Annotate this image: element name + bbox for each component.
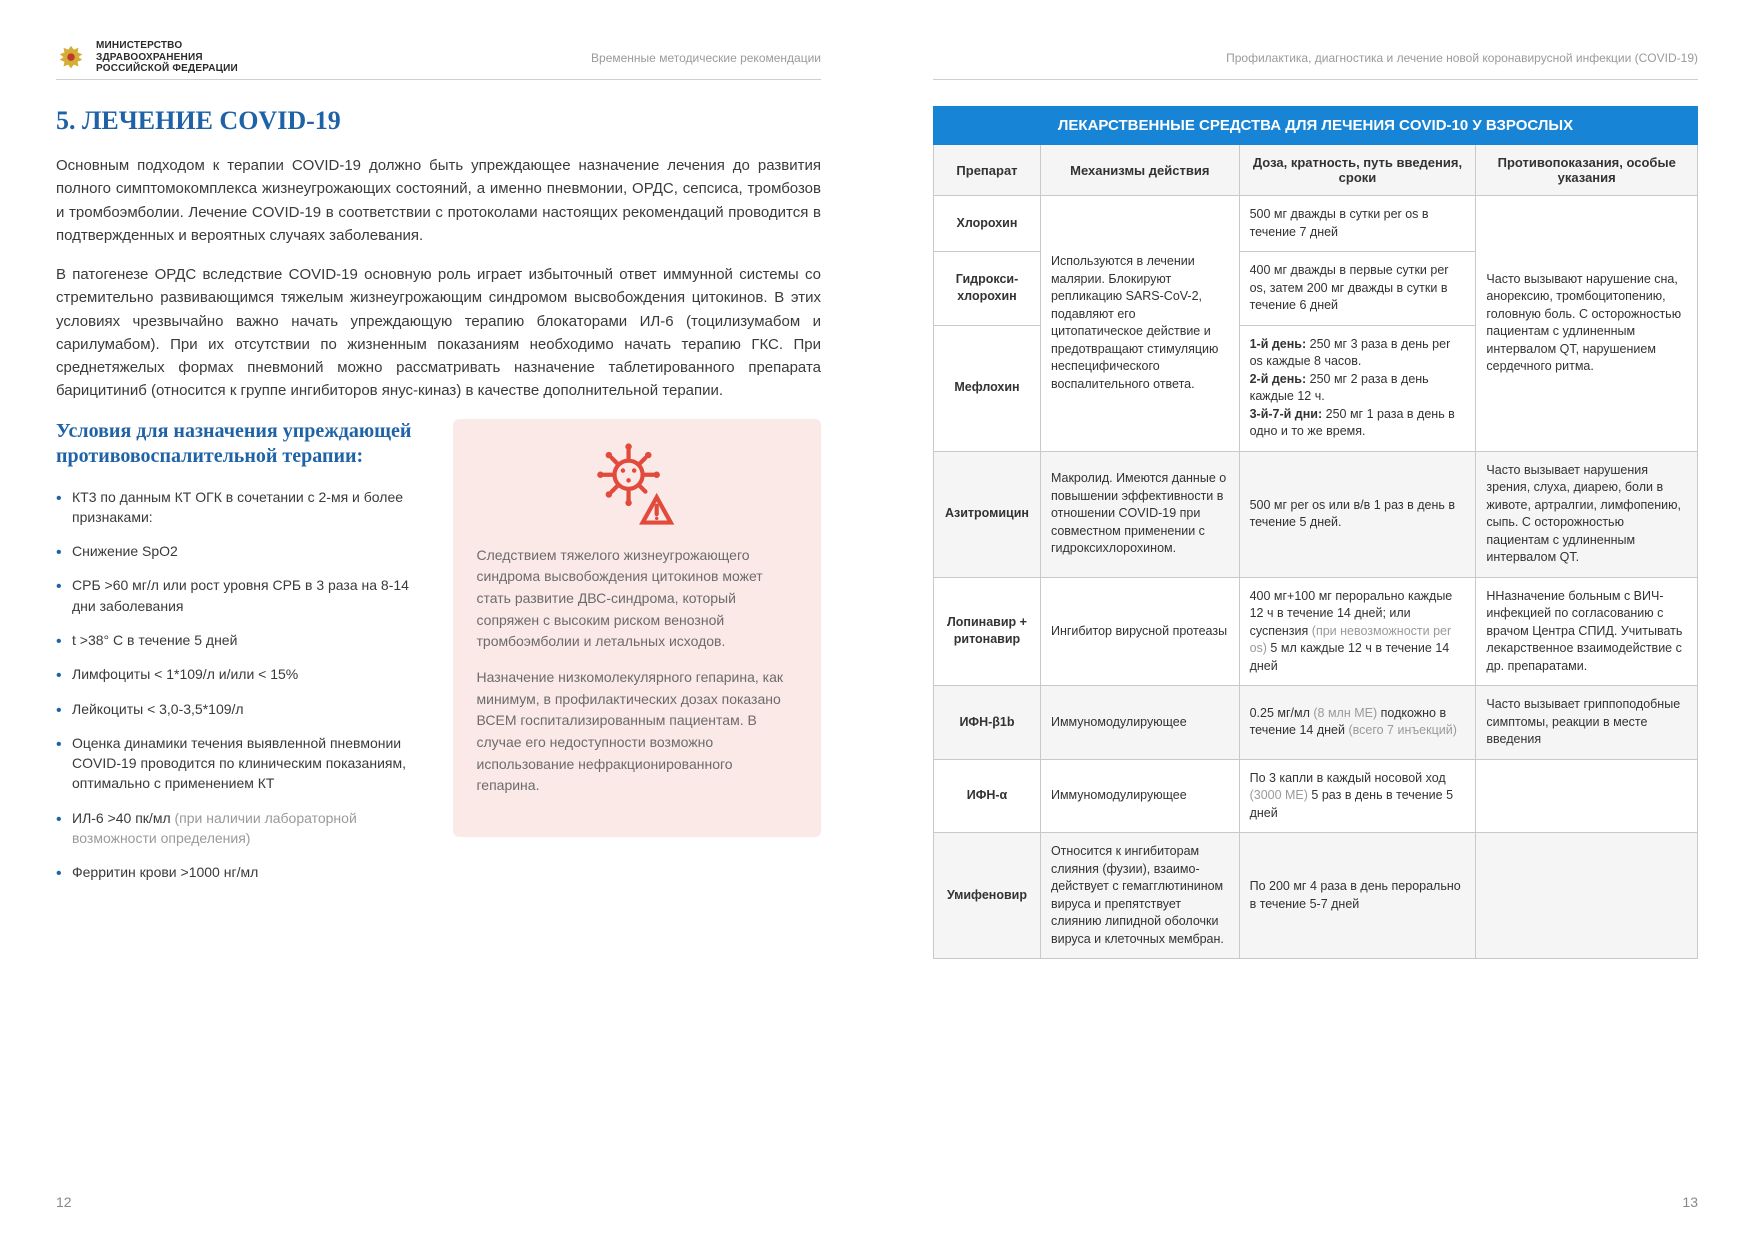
contra: Часто вызывает нарушения зрения, слуха, … bbox=[1476, 451, 1698, 577]
dose-label: 1-й день: bbox=[1250, 337, 1307, 351]
bullet: Ферритин крови >1000 нг/мл bbox=[56, 862, 425, 882]
conditions-title: Условия для назначения упреждающей проти… bbox=[56, 419, 425, 469]
header-caption-right: Профилактика, диагностика и лечение ново… bbox=[1226, 51, 1698, 65]
conditions-list: КТ3 по данным КТ ОГК в сочетании с 2-мя … bbox=[56, 487, 425, 883]
dose: По 200 мг 4 раза в день перорально в теч… bbox=[1239, 833, 1476, 959]
two-column-block: Условия для назначения упреждающей проти… bbox=[56, 419, 821, 897]
table-row: Азитромицин Макролид. Имеются данные о п… bbox=[934, 451, 1698, 577]
dose-label: 2-й день: bbox=[1250, 372, 1307, 386]
contra bbox=[1476, 833, 1698, 959]
dose-label: 3-й-7-й дни: bbox=[1250, 407, 1323, 421]
dose: 1-й день: 250 мг 3 раза в день per os ка… bbox=[1239, 325, 1476, 451]
col-header: Доза, кратность, путь введения, сроки bbox=[1239, 145, 1476, 196]
mechanism: Ингибитор вирусной протеазы bbox=[1040, 577, 1239, 686]
header-caption-left: Временные методические рекомендации bbox=[591, 51, 821, 65]
callout-column: Следствием тяжелого жизнеугрожающего син… bbox=[453, 419, 822, 897]
dose-text: 0.25 мг/мл bbox=[1250, 706, 1314, 720]
callout-box: Следствием тяжелого жизнеугрожающего син… bbox=[453, 419, 822, 838]
callout-p2: Назначение низкомолекулярного гепарина, … bbox=[477, 667, 798, 797]
header-left: МИНИСТЕРСТВО ЗДРАВООХРАНЕНИЯ РОССИЙСКОЙ … bbox=[56, 36, 821, 80]
table-title: ЛЕКАРСТВЕННЫЕ СРЕДСТВА ДЛЯ ЛЕЧЕНИЯ COVID… bbox=[934, 107, 1698, 145]
col-header: Механизмы действия bbox=[1040, 145, 1239, 196]
drug-name: Умифеновир bbox=[934, 833, 1041, 959]
bullet: t >38° С в течение 5 дней bbox=[56, 630, 425, 650]
dose: 500 мг per os или в/в 1 раз в день в теч… bbox=[1239, 451, 1476, 577]
page-left: МИНИСТЕРСТВО ЗДРАВООХРАНЕНИЯ РОССИЙСКОЙ … bbox=[0, 0, 877, 1240]
dose-muted: (3000 МЕ) bbox=[1250, 788, 1308, 802]
dose: По 3 капли в каждый носовой ход (3000 МЕ… bbox=[1239, 759, 1476, 833]
contra: Часто вызывают нарушение сна, анорексию,… bbox=[1476, 196, 1698, 452]
section-title: 5. ЛЕЧЕНИЕ COVID-19 bbox=[56, 106, 821, 136]
drug-name: ИФН-α bbox=[934, 759, 1041, 833]
drug-name: Гидрокси­хлорохин bbox=[934, 252, 1041, 326]
contra bbox=[1476, 759, 1698, 833]
mechanism: Иммуномодулирующее bbox=[1040, 686, 1239, 760]
mechanism: Иммуномодулирующее bbox=[1040, 759, 1239, 833]
mechanism: Макролид. Имеются данные о повышении эфф… bbox=[1040, 451, 1239, 577]
dose: 0.25 мг/мл (8 млн МЕ) подкожно в течение… bbox=[1239, 686, 1476, 760]
ministry-line2: ЗДРАВООХРАНЕНИЯ bbox=[96, 52, 238, 64]
drug-name: ИФН-β1b bbox=[934, 686, 1041, 760]
bullet: КТ3 по данным КТ ОГК в сочетании с 2-мя … bbox=[56, 487, 425, 528]
table-title-row: ЛЕКАРСТВЕННЫЕ СРЕДСТВА ДЛЯ ЛЕЧЕНИЯ COVID… bbox=[934, 107, 1698, 145]
dose-muted: (всего 7 инъекций) bbox=[1348, 723, 1456, 737]
page-number-left: 12 bbox=[56, 1194, 72, 1210]
table-header-row: Препарат Механизмы действия Доза, кратно… bbox=[934, 145, 1698, 196]
contra: ННазначение больным с ВИЧ-инфекцией по с… bbox=[1476, 577, 1698, 686]
dose: 400 мг дважды в первые сутки per os, зат… bbox=[1239, 252, 1476, 326]
page-right: Профилактика, диагностика и лечение ново… bbox=[877, 0, 1754, 1240]
bullet: Оценка динамики течения выявленной пневм… bbox=[56, 733, 425, 794]
para-1: Основным подходом к терапии COVID-19 дол… bbox=[56, 154, 821, 247]
col-header: Противопоказания, особые указания bbox=[1476, 145, 1698, 196]
ministry-name: МИНИСТЕРСТВО ЗДРАВООХРАНЕНИЯ РОССИЙСКОЙ … bbox=[96, 40, 238, 75]
bullet: СРБ >60 мг/л или рост уровня СРБ в 3 раз… bbox=[56, 575, 425, 616]
callout-p1: Следствием тяжелого жизнеугрожающего син… bbox=[477, 545, 798, 653]
table-row: Лопинавир + ритонавир Ингибитор вирусной… bbox=[934, 577, 1698, 686]
ministry-line3: РОССИЙСКОЙ ФЕДЕРАЦИИ bbox=[96, 63, 238, 75]
header-right: Профилактика, диагностика и лечение ново… bbox=[933, 36, 1698, 80]
page-number-right: 13 bbox=[1682, 1194, 1698, 1210]
bullet: Лейкоциты < 3,0-3,5*109/л bbox=[56, 699, 425, 719]
contra: Часто вызывает гриппо­подобные симптомы,… bbox=[1476, 686, 1698, 760]
bullet: Снижение SpO2 bbox=[56, 541, 425, 561]
drug-name: Лопинавир + ритонавир bbox=[934, 577, 1041, 686]
bullet: Лимфоциты < 1*109/л и/или < 15% bbox=[56, 664, 425, 684]
dose-text: По 3 капли в каждый носовой ход bbox=[1250, 771, 1446, 785]
conditions-column: Условия для назначения упреждающей проти… bbox=[56, 419, 425, 897]
drug-table: ЛЕКАРСТВЕННЫЕ СРЕДСТВА ДЛЯ ЛЕЧЕНИЯ COVID… bbox=[933, 106, 1698, 959]
ministry-line1: МИНИСТЕРСТВО bbox=[96, 40, 238, 52]
dose-text: 5 мл каждые 12 ч в течение 14 дней bbox=[1250, 641, 1450, 673]
table-row: ИФН-α Иммуномодулирующее По 3 капли в ка… bbox=[934, 759, 1698, 833]
col-header: Препарат bbox=[934, 145, 1041, 196]
emblem-icon bbox=[56, 43, 86, 73]
table-row: Хлорохин Используются в лечении малярии.… bbox=[934, 196, 1698, 252]
drug-name: Мефлохин bbox=[934, 325, 1041, 451]
table-row: Умифеновир Относится к ингибиторам слиян… bbox=[934, 833, 1698, 959]
bullet-text: ИЛ-6 >40 пк/мл bbox=[72, 810, 171, 826]
mechanism: Используются в лечении малярии. Блокирую… bbox=[1040, 196, 1239, 452]
drug-name: Хлорохин bbox=[934, 196, 1041, 252]
para-2: В патогенезе ОРДС вследствие COVID-19 ос… bbox=[56, 263, 821, 403]
bullet: ИЛ-6 >40 пк/мл (при наличии лабораторной… bbox=[56, 808, 425, 849]
dose: 400 мг+100 мг перорально каждые 12 ч в т… bbox=[1239, 577, 1476, 686]
dose-muted: (8 млн МЕ) bbox=[1313, 706, 1377, 720]
drug-name: Азитромицин bbox=[934, 451, 1041, 577]
mechanism: Относится к ингибиторам слияния (фузии),… bbox=[1040, 833, 1239, 959]
table-row: ИФН-β1b Иммуномодулирующее 0.25 мг/мл (8… bbox=[934, 686, 1698, 760]
virus-warning-icon bbox=[592, 441, 682, 531]
dose: 500 мг дважды в сутки per os в течение 7… bbox=[1239, 196, 1476, 252]
